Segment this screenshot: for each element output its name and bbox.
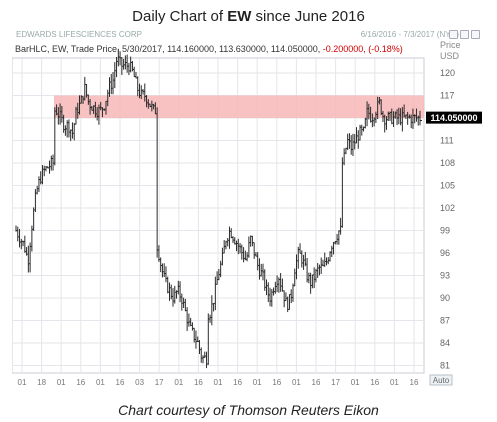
- x-tick-label: 16: [370, 378, 379, 387]
- panel-settings-icon[interactable]: [471, 30, 480, 39]
- x-tick-label: 01: [174, 378, 183, 387]
- x-tick-label: 16: [194, 378, 203, 387]
- x-tick-label: 17: [155, 378, 164, 387]
- price-axis-label: Price: [440, 40, 461, 50]
- x-tick-label: 18: [37, 378, 46, 387]
- x-tick-label: 01: [390, 378, 399, 387]
- x-tick-label: 16: [272, 378, 281, 387]
- x-tick-label: 16: [410, 378, 419, 387]
- currency-label: USD: [440, 51, 460, 61]
- x-tick-label: 03: [135, 378, 144, 387]
- y-tick-label: 96: [440, 248, 450, 258]
- panel-label: EDWARDS LIFESCIENCES CORP: [16, 30, 142, 39]
- auto-scale-label: Auto: [433, 376, 450, 385]
- last-price-label: 114.050000: [430, 113, 477, 123]
- legend-values: BarHLC, EW, Trade Price, 5/30/2017, 114.…: [15, 44, 323, 54]
- x-tick-label: 01: [96, 378, 105, 387]
- y-tick-label: 111: [440, 136, 454, 146]
- date-range: 6/16/2016 - 7/3/2017 (NYC): [360, 30, 459, 39]
- auto-scale-button[interactable]: [429, 374, 453, 386]
- legend-change: -0.200000, (-0.18%): [322, 44, 403, 54]
- y-tick-label: 120: [440, 68, 455, 78]
- x-tick-label: 01: [18, 378, 27, 387]
- y-tick-label: 90: [440, 293, 450, 303]
- y-tick-label: 99: [440, 226, 450, 236]
- x-tick-label: 17: [331, 378, 340, 387]
- panel-close-icon[interactable]: [449, 30, 458, 39]
- chart-title: Daily Chart of EW since June 2016: [132, 8, 365, 25]
- y-tick-label: 108: [440, 158, 455, 168]
- price-chart[interactable]: 8184879093969910210510811111411712001180…: [12, 28, 495, 390]
- x-tick-label: 01: [351, 378, 360, 387]
- y-tick-label: 93: [440, 271, 450, 281]
- caption: Chart courtesy of Thomson Reuters Eikon: [118, 402, 379, 418]
- x-tick-label: 16: [76, 378, 85, 387]
- x-tick-label: 16: [233, 378, 242, 387]
- x-tick-label: 01: [253, 378, 262, 387]
- y-tick-label: 81: [440, 361, 450, 371]
- legend: BarHLC, EW, Trade Price, 5/30/2017, 114.…: [15, 44, 403, 54]
- last-price-tag: [426, 111, 482, 124]
- y-tick-label: 84: [440, 338, 450, 348]
- y-tick-label: 87: [440, 316, 450, 326]
- y-tick-label: 105: [440, 181, 455, 191]
- x-tick-label: 01: [292, 378, 301, 387]
- x-tick-label: 01: [214, 378, 223, 387]
- title-ticker: EW: [227, 8, 252, 25]
- y-tick-label: 117: [440, 91, 454, 101]
- x-tick-label: 16: [116, 378, 125, 387]
- chart-panel[interactable]: 8184879093969910210510811111411712001180…: [12, 28, 482, 390]
- panel-maximize-icon[interactable]: [460, 30, 469, 39]
- x-tick-label: 01: [57, 378, 66, 387]
- x-tick-label: 16: [312, 378, 321, 387]
- y-tick-label: 102: [440, 203, 455, 213]
